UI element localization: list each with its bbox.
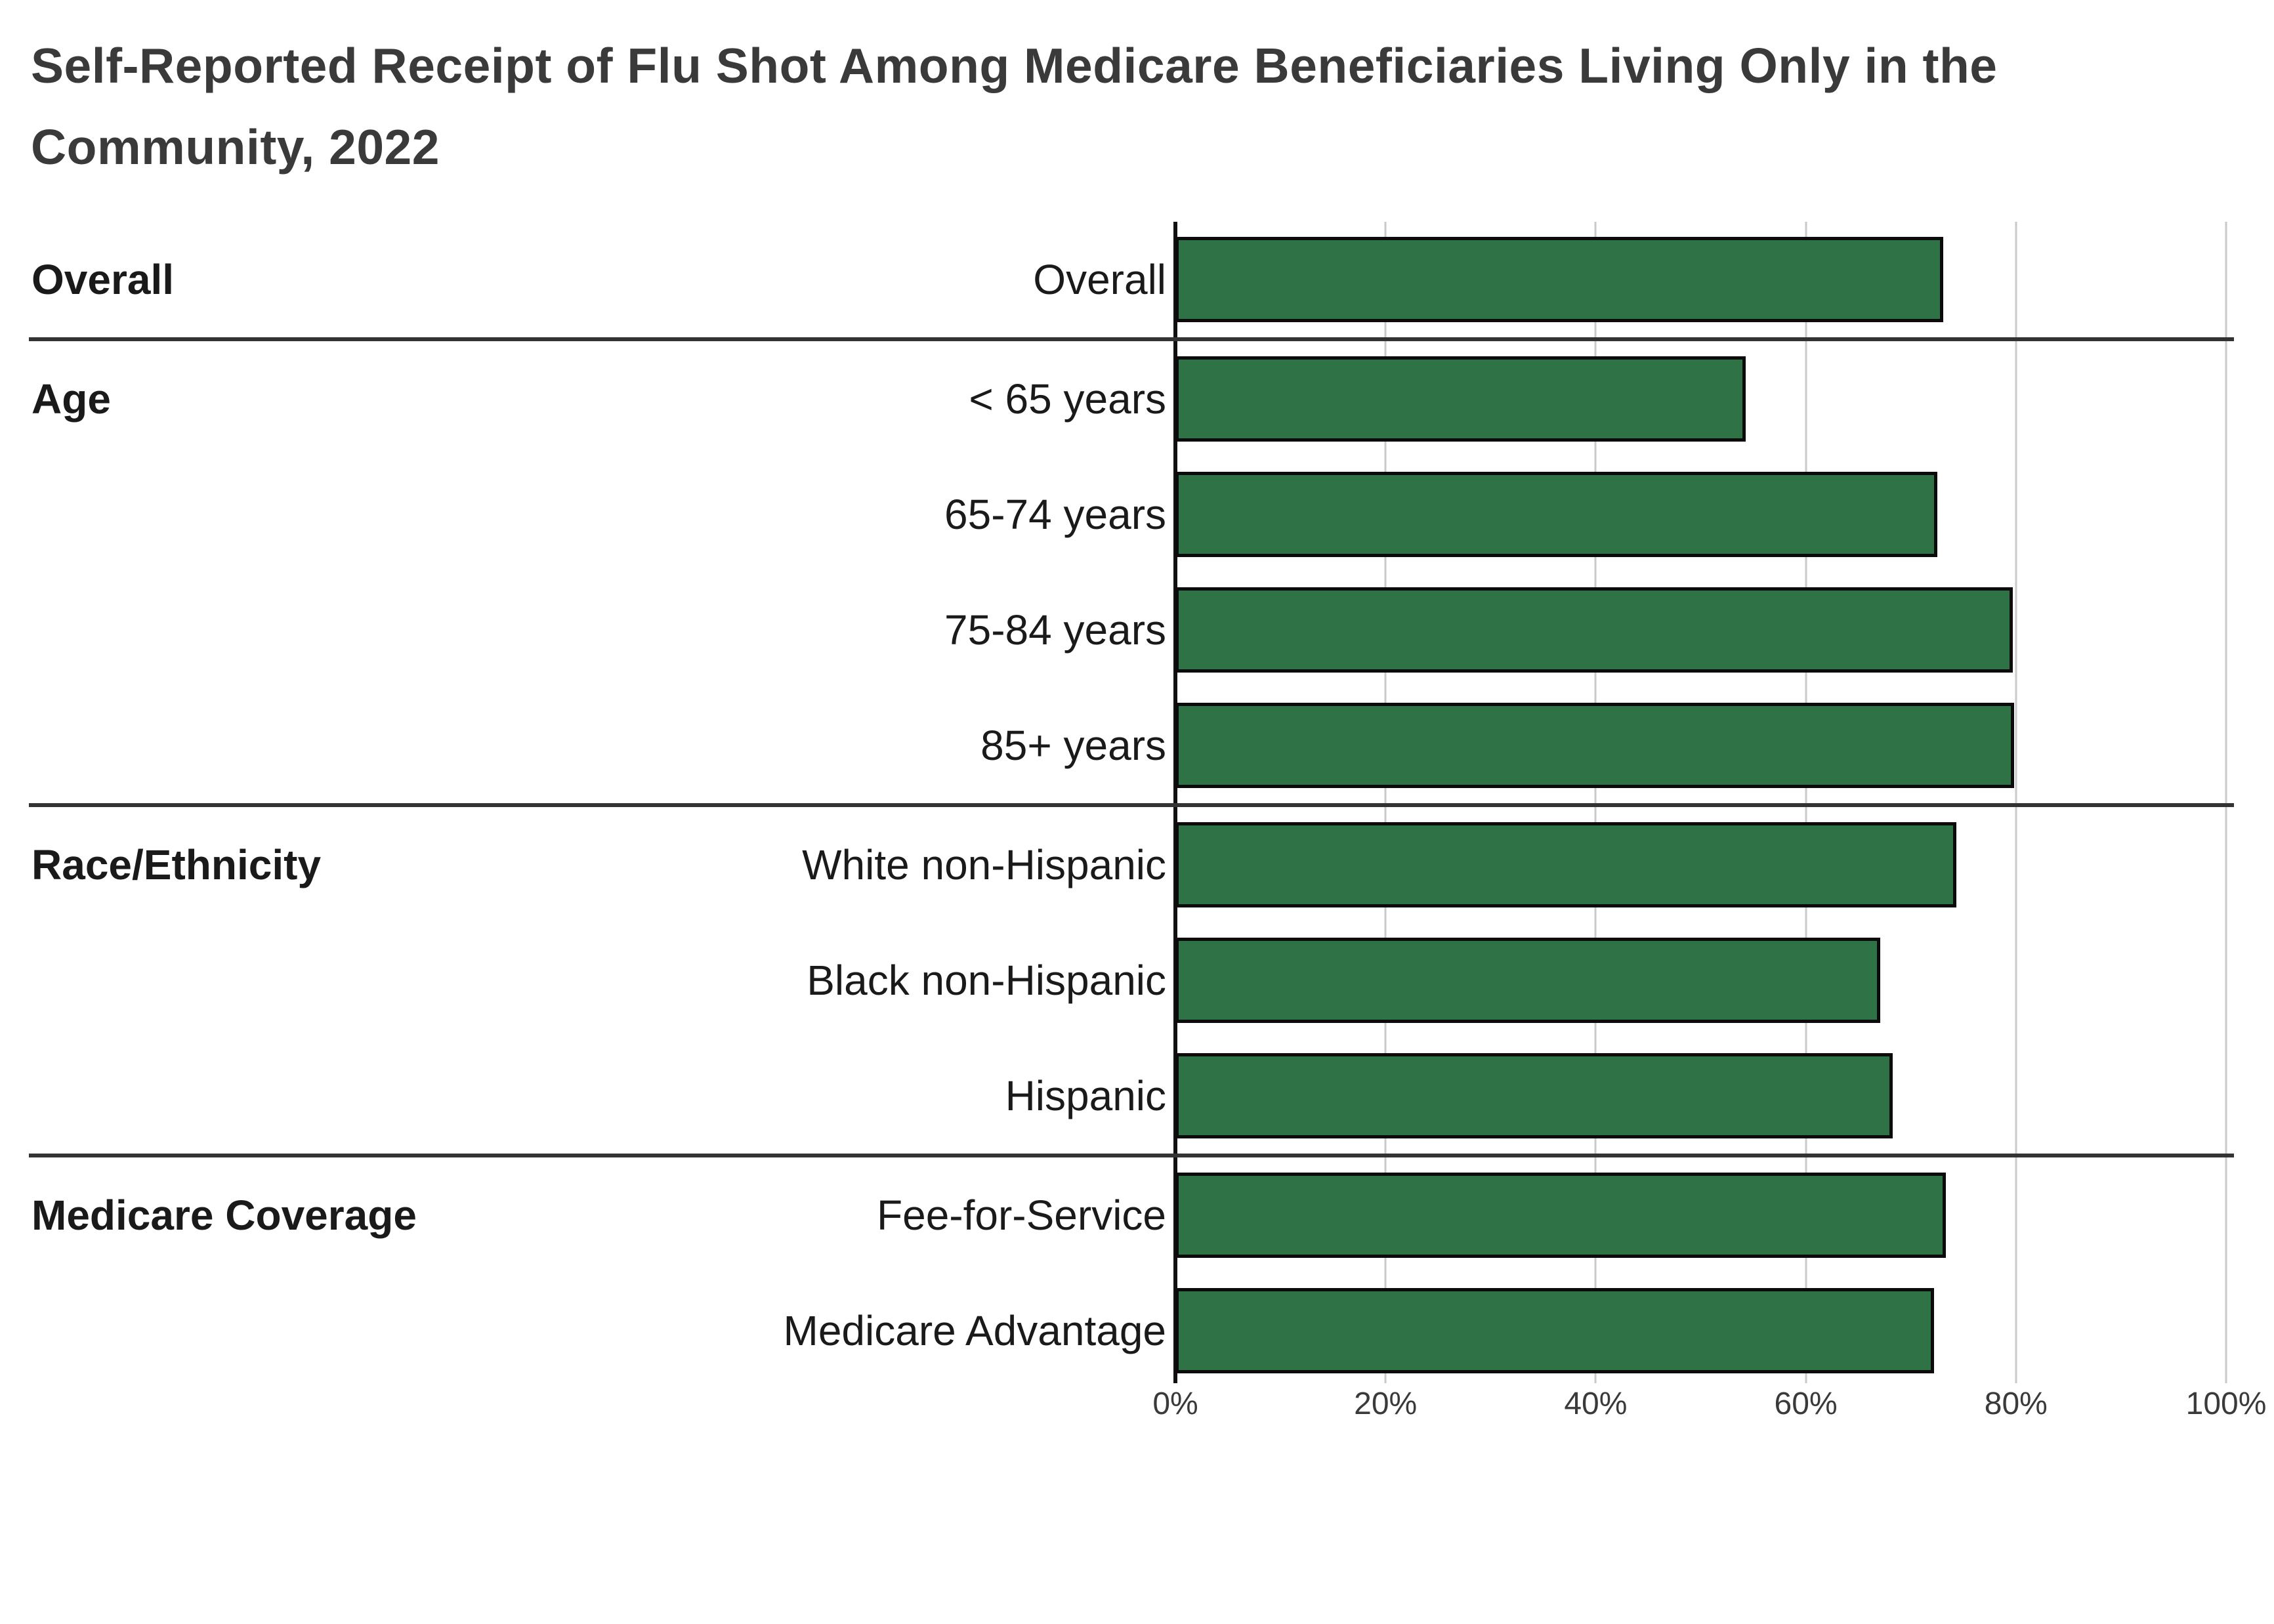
group-separator <box>29 803 2234 807</box>
vertical-gridline <box>1594 222 1597 1383</box>
bar-track <box>1175 1038 2226 1154</box>
bar-track <box>1175 457 2226 572</box>
chart-row: 85+ years <box>0 688 2274 803</box>
bar <box>1175 1173 1946 1258</box>
category-label: Black non-Hispanic <box>807 957 1166 1004</box>
chart-row: Race/Ethnicity White non-Hispanic <box>0 807 2274 923</box>
chart-row: Medicare Advantage <box>0 1273 2274 1388</box>
chart-title: Self-Reported Receipt of Flu Shot Among … <box>31 38 1998 175</box>
y-axis-line <box>1173 222 1177 1383</box>
bar <box>1175 1053 1893 1138</box>
x-tick-label: 80% <box>1984 1386 2048 1421</box>
bar-track <box>1175 923 2226 1038</box>
bar-track <box>1175 572 2226 688</box>
vertical-gridline <box>1384 222 1387 1383</box>
bar-track <box>1175 807 2226 923</box>
category-label: 65-74 years <box>944 491 1166 538</box>
chart-row: Medicare Coverage Fee-for-Service <box>0 1157 2274 1273</box>
vertical-gridline <box>2015 222 2017 1383</box>
bar <box>1175 587 2013 673</box>
chart-row: Overall Overall <box>0 222 2274 337</box>
bar <box>1175 822 1956 907</box>
bar-track <box>1175 1157 2226 1273</box>
group-separator <box>29 337 2234 341</box>
x-tick-label: 0% <box>1152 1386 1198 1421</box>
category-label: Fee-for-Service <box>877 1192 1166 1239</box>
x-tick-label: 20% <box>1354 1386 1418 1421</box>
plot-area-gridlines <box>1173 222 2227 1383</box>
row-label-area: Black non-Hispanic <box>0 923 1175 1038</box>
row-label-area: 85+ years <box>0 688 1175 803</box>
group-label: Age <box>32 375 111 423</box>
category-label: Hispanic <box>1005 1072 1166 1119</box>
group-label: Race/Ethnicity <box>32 841 322 888</box>
vertical-gridline <box>2225 222 2227 1383</box>
bar <box>1175 237 1944 322</box>
row-label-area: Medicare Advantage <box>0 1273 1175 1388</box>
bar <box>1175 703 2014 788</box>
category-label: 85+ years <box>980 722 1166 769</box>
bar-track <box>1175 688 2226 803</box>
row-label-area: Overall Overall <box>0 222 1175 337</box>
x-tick-label: 40% <box>1564 1386 1628 1421</box>
row-label-area: Race/Ethnicity White non-Hispanic <box>0 807 1175 923</box>
chart-row: Age < 65 years <box>0 341 2274 457</box>
category-label: Medicare Advantage <box>783 1307 1167 1354</box>
bar <box>1175 1288 1934 1373</box>
row-label-area: 75-84 years <box>0 572 1175 688</box>
x-axis-tick-labels: 0% 20% 40% 60% 80% 100% <box>1152 1386 2266 1425</box>
category-label: < 65 years <box>969 375 1166 423</box>
group-label: Overall <box>32 256 175 303</box>
row-label-area: Age < 65 years <box>0 341 1175 457</box>
x-tick-label: 100% <box>2185 1386 2267 1421</box>
category-label: White non-Hispanic <box>802 841 1166 888</box>
bar <box>1175 938 1881 1023</box>
chart-row: Hispanic <box>0 1038 2274 1154</box>
chart-rows: Overall Overall Age < 65 years 65-74 years 75… <box>0 222 2274 1388</box>
bar-track <box>1175 341 2226 457</box>
chart-row: 65-74 years <box>0 457 2274 572</box>
category-label: 75-84 years <box>944 606 1166 654</box>
x-tick-label: 60% <box>1774 1386 1838 1421</box>
group-label: Medicare Coverage <box>32 1192 417 1239</box>
bar-track <box>1175 1273 2226 1388</box>
row-label-area: 65-74 years <box>0 457 1175 572</box>
category-label: Overall <box>1033 256 1166 303</box>
vertical-gridline <box>1805 222 1807 1383</box>
chart-row: Black non-Hispanic <box>0 923 2274 1038</box>
row-label-area: Hispanic <box>0 1038 1175 1154</box>
group-separator <box>29 1154 2234 1157</box>
bar-track <box>1175 222 2226 337</box>
bar <box>1175 472 1937 557</box>
bar <box>1175 356 1746 442</box>
chart-row: 75-84 years <box>0 572 2274 688</box>
row-label-area: Medicare Coverage Fee-for-Service <box>0 1157 1175 1273</box>
